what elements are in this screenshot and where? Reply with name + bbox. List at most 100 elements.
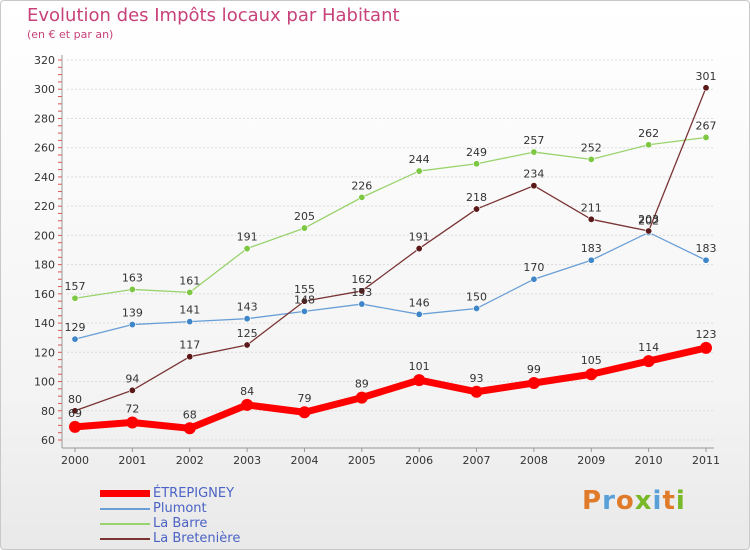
data-label-plumont-2011: 183 <box>696 242 717 255</box>
data-label-la-barre-2010: 262 <box>638 127 659 140</box>
point-plumont-2009 <box>587 256 595 264</box>
data-label-la-barre-2009: 252 <box>581 141 602 154</box>
y-tick-label-280: 280 <box>34 112 55 125</box>
point-etrepigney-2002 <box>183 422 196 435</box>
point-la-barre-2011 <box>702 133 710 141</box>
point-la-breteniere-2008 <box>530 182 538 190</box>
data-label-plumont-2008: 170 <box>523 261 544 274</box>
point-etrepigney-2003 <box>241 398 254 411</box>
point-la-barre-2002 <box>186 288 194 296</box>
data-label-etrepigney-2005: 89 <box>355 378 369 391</box>
data-label-etrepigney-2006: 101 <box>409 360 430 373</box>
data-label-la-barre-2005: 226 <box>351 179 372 192</box>
chart-title: Evolution des Impôts locaux par Habitant <box>27 5 400 26</box>
data-label-la-barre-2011: 267 <box>696 119 717 132</box>
y-tick-label-180: 180 <box>34 259 55 272</box>
y-tick-label-80: 80 <box>41 405 55 418</box>
y-tick-label-60: 60 <box>41 434 55 447</box>
data-label-etrepigney-2008: 99 <box>527 363 541 376</box>
point-plumont-2008 <box>530 275 538 283</box>
point-etrepigney-2008 <box>527 377 540 389</box>
point-la-barre-2000 <box>71 294 79 302</box>
legend-swatch-etrepigney <box>100 490 150 497</box>
x-tick-label-2007: 2007 <box>463 454 491 467</box>
point-etrepigney-2007 <box>470 385 483 398</box>
grid-lines <box>67 59 714 441</box>
data-label-etrepigney-2007: 93 <box>470 372 484 385</box>
point-la-breteniere-2010 <box>645 227 653 235</box>
y-tick-label-320: 320 <box>34 54 55 67</box>
data-label-la-barre-2000: 157 <box>65 280 86 293</box>
point-plumont-2002 <box>186 318 194 326</box>
logo-letter: P <box>582 486 603 516</box>
logo-letter: i <box>675 486 686 516</box>
point-plumont-2006 <box>415 310 423 318</box>
x-axis-ticks: 2000 2001 2002 2003 2004 2005 2006 2007 2008 2009… <box>61 448 720 467</box>
data-label-etrepigney-2002: 68 <box>183 408 197 421</box>
legend-label-etrepigney: ÉTREPIGNEY <box>153 486 235 501</box>
point-la-barre-2009 <box>587 155 595 163</box>
point-plumont-2001 <box>128 321 136 329</box>
data-label-plumont-2010: 202 <box>638 214 659 227</box>
point-la-barre-2001 <box>128 285 136 293</box>
y-tick-label-260: 260 <box>34 142 55 155</box>
legend-swatch-la-barre <box>100 523 150 525</box>
point-la-breteniere-2006 <box>415 245 423 253</box>
x-tick-label-2008: 2008 <box>520 454 548 467</box>
point-etrepigney-2009 <box>585 368 598 381</box>
legend-swatch-plumont <box>100 508 150 510</box>
data-label-la-breteniere-2011: 301 <box>696 70 717 83</box>
point-plumont-2007 <box>473 304 481 312</box>
data-label-etrepigney-2003: 84 <box>240 385 254 398</box>
data-label-la-breteniere-2009: 211 <box>581 201 602 214</box>
data-label-la-breteniere-2008: 234 <box>523 168 544 181</box>
data-label-la-barre-2001: 163 <box>122 271 143 284</box>
data-label-la-breteniere-2005: 162 <box>351 273 372 286</box>
point-la-breteniere-2005 <box>358 287 366 295</box>
point-etrepigney-2011 <box>700 341 712 354</box>
series-group <box>69 84 712 435</box>
point-etrepigney-2001 <box>126 416 139 429</box>
data-label-la-breteniere-2003: 125 <box>237 327 258 340</box>
point-etrepigney-2004 <box>298 406 311 419</box>
data-label-la-breteniere-2004: 155 <box>294 283 315 296</box>
data-label-la-breteniere-2002: 117 <box>179 339 200 352</box>
logo-letter: r <box>602 486 616 516</box>
point-la-barre-2003 <box>243 245 251 253</box>
point-la-barre-2005 <box>358 193 366 201</box>
chart-subtitle: (en € et par an) <box>27 28 114 41</box>
data-label-plumont-2003: 143 <box>237 301 258 314</box>
point-la-breteniere-2000 <box>71 407 79 415</box>
y-axis-ticks: 60 80 100 120 140 160 180 200 220 240 260 280 300 320 <box>34 54 55 447</box>
y-tick-label-160: 160 <box>34 288 55 301</box>
y-tick-label-300: 300 <box>34 83 55 96</box>
point-la-breteniere-2009 <box>587 215 595 223</box>
legend-label-plumont: Plumont <box>153 501 207 516</box>
point-etrepigney-2010 <box>642 355 655 368</box>
series-line-etrepigney <box>74 344 707 432</box>
data-label-la-barre-2004: 205 <box>294 210 315 223</box>
point-la-barre-2007 <box>473 160 481 168</box>
x-tick-label-2009: 2009 <box>577 454 605 467</box>
x-tick-label-2003: 2003 <box>233 454 261 467</box>
point-la-breteniere-2003 <box>243 341 251 349</box>
data-label-la-breteniere-2010: 203 <box>638 213 659 226</box>
y-tick-label-140: 140 <box>34 317 55 330</box>
point-plumont-2011 <box>702 256 710 264</box>
logo-letter: x <box>634 486 653 516</box>
axes <box>58 55 714 449</box>
data-label-la-breteniere-2006: 191 <box>409 231 430 244</box>
data-label-plumont-2009: 183 <box>581 242 602 255</box>
point-la-breteniere-2004 <box>300 297 308 305</box>
x-tick-label-2002: 2002 <box>176 454 204 467</box>
point-la-barre-2006 <box>415 167 423 175</box>
data-label-la-barre-2002: 161 <box>179 274 200 287</box>
data-label-etrepigney-2011: 123 <box>696 328 717 341</box>
data-label-la-barre-2006: 244 <box>409 153 430 166</box>
point-plumont-2003 <box>243 315 251 323</box>
proxiti-logo: Proxiti <box>582 486 686 516</box>
data-label-la-barre-2008: 257 <box>523 134 544 147</box>
x-tick-label-2005: 2005 <box>348 454 376 467</box>
point-plumont-2005 <box>358 300 366 308</box>
